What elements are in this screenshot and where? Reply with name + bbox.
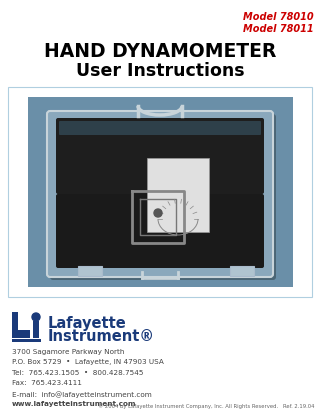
- Bar: [78, 266, 102, 276]
- Text: Model 78010: Model 78010: [244, 12, 314, 22]
- Text: © 2004 by Lafayette Instrument Company, Inc. All Rights Reserved.   Ref. 2.19.04: © 2004 by Lafayette Instrument Company, …: [98, 402, 314, 408]
- Text: P.O. Box 5729  •  Lafayette, IN 47903 USA: P.O. Box 5729 • Lafayette, IN 47903 USA: [12, 358, 164, 365]
- Text: Tel:  765.423.1505  •  800.428.7545: Tel: 765.423.1505 • 800.428.7545: [12, 369, 143, 375]
- Circle shape: [32, 313, 40, 321]
- FancyBboxPatch shape: [47, 112, 273, 277]
- Text: Model 78011: Model 78011: [244, 24, 314, 34]
- FancyBboxPatch shape: [50, 115, 276, 280]
- Bar: [18, 312, 30, 330]
- Bar: [12, 312, 30, 338]
- Text: Instrument®: Instrument®: [48, 328, 155, 343]
- Bar: [230, 266, 254, 276]
- Text: HAND DYNAMOMETER: HAND DYNAMOMETER: [44, 42, 276, 61]
- Bar: [33, 321, 39, 338]
- Text: E-mail:  info@lafayetteinstrument.com: E-mail: info@lafayetteinstrument.com: [12, 390, 152, 397]
- FancyBboxPatch shape: [59, 122, 261, 136]
- Text: Lafayette: Lafayette: [48, 315, 127, 330]
- Bar: [12, 339, 41, 342]
- FancyBboxPatch shape: [56, 195, 264, 268]
- Text: Fax:  765.423.4111: Fax: 765.423.4111: [12, 380, 82, 386]
- Bar: [8, 88, 312, 297]
- FancyBboxPatch shape: [56, 119, 264, 195]
- Bar: [28, 98, 293, 287]
- Text: 3700 Sagamore Parkway North: 3700 Sagamore Parkway North: [12, 348, 124, 354]
- FancyBboxPatch shape: [147, 159, 209, 233]
- Text: User Instructions: User Instructions: [76, 62, 244, 80]
- Text: www.lafayetteinstrument.com: www.lafayetteinstrument.com: [12, 401, 137, 406]
- Circle shape: [154, 209, 162, 218]
